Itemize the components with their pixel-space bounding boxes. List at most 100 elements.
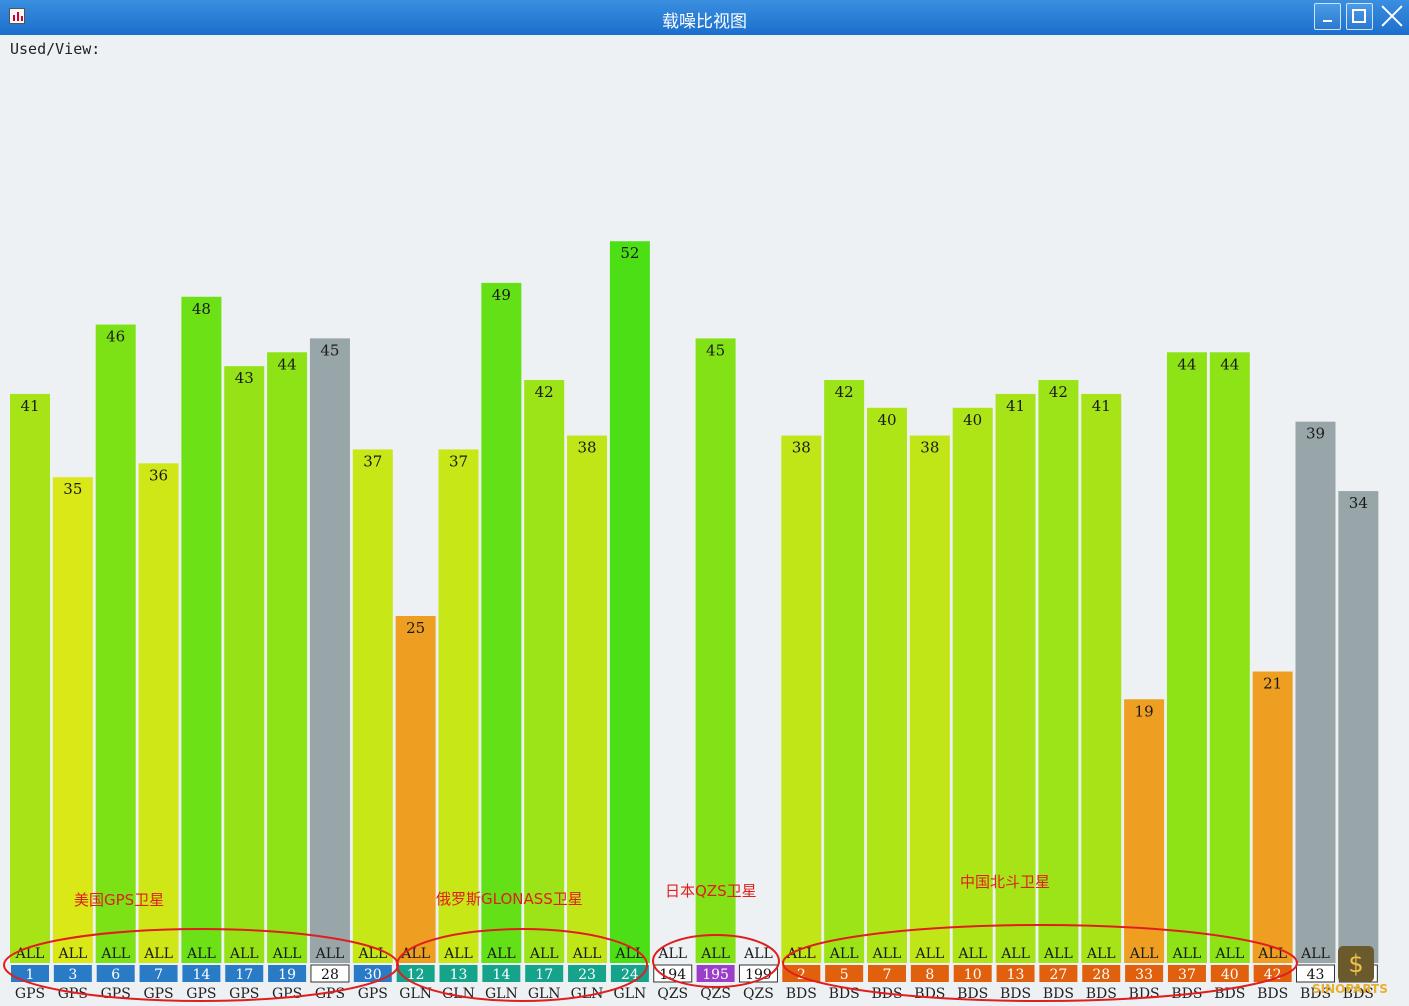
prn-box bbox=[910, 965, 949, 982]
prn-label: 24 bbox=[621, 967, 639, 983]
prn-box bbox=[568, 965, 607, 982]
system-label: BDS bbox=[1000, 986, 1031, 1002]
mode-label: ALL bbox=[57, 946, 87, 962]
system-label: BDS bbox=[786, 986, 817, 1002]
prn-label: 43 bbox=[1307, 967, 1325, 983]
bar-value-label: 38 bbox=[920, 439, 939, 457]
bar-value-label: 36 bbox=[149, 466, 168, 484]
signal-bar bbox=[567, 435, 608, 963]
mode-label: ALL bbox=[743, 946, 773, 962]
mode-label: ALL bbox=[1214, 946, 1244, 962]
signal-bar bbox=[395, 616, 436, 963]
prn-box bbox=[738, 964, 778, 983]
prn-box bbox=[53, 965, 92, 982]
signal-bar bbox=[138, 463, 179, 963]
mode-label: ALL bbox=[572, 946, 602, 962]
bar-value-label: 34 bbox=[1349, 494, 1368, 512]
mode-label: ALL bbox=[1257, 946, 1287, 962]
prn-box bbox=[225, 965, 264, 982]
prn-box bbox=[310, 964, 350, 983]
maximize-button[interactable] bbox=[1346, 3, 1373, 30]
signal-bar bbox=[867, 407, 907, 963]
signal-bar bbox=[181, 296, 222, 963]
system-label: GLN bbox=[528, 986, 561, 1002]
prn-label: 40 bbox=[1221, 967, 1239, 983]
prn-box bbox=[782, 965, 821, 982]
bar-value-label: 42 bbox=[535, 383, 554, 401]
mode-label: ALL bbox=[315, 946, 345, 962]
prn-box bbox=[353, 965, 392, 982]
bar-value-label: 44 bbox=[1220, 355, 1239, 373]
system-label: BDS bbox=[1257, 986, 1288, 1002]
chart-app-icon bbox=[9, 8, 25, 24]
constellation-annotation: 日本QZS卫星 bbox=[665, 882, 757, 900]
bar-value-label: 40 bbox=[963, 411, 982, 429]
prn-box bbox=[439, 965, 478, 982]
signal-bar bbox=[1081, 393, 1122, 963]
signal-bar bbox=[1252, 671, 1293, 963]
prn-box bbox=[653, 964, 693, 983]
signal-bar bbox=[952, 407, 993, 963]
prn-box bbox=[1082, 965, 1121, 982]
prn-box bbox=[182, 965, 221, 982]
watermark-logo: $ bbox=[1338, 946, 1374, 982]
close-button[interactable] bbox=[1378, 3, 1405, 30]
mode-label: ALL bbox=[443, 946, 473, 962]
prn-label: 33 bbox=[1135, 967, 1153, 983]
system-label: QZS bbox=[700, 986, 731, 1002]
prn-label: 13 bbox=[450, 967, 468, 983]
bar-value-label: 45 bbox=[320, 341, 339, 359]
title-bar: 载噪比视图 bbox=[0, 0, 1409, 35]
prn-box bbox=[953, 965, 992, 982]
signal-bar bbox=[438, 449, 479, 963]
constellation-annotation: 俄罗斯GLONASS卫星 bbox=[436, 890, 583, 908]
prn-label: 7 bbox=[883, 967, 892, 983]
system-label: GPS bbox=[58, 986, 88, 1002]
signal-bar bbox=[1209, 352, 1250, 963]
bar-value-label: 44 bbox=[1177, 355, 1196, 373]
mode-label: ALL bbox=[186, 946, 216, 962]
prn-label: 23 bbox=[578, 967, 596, 983]
bar-value-label: 37 bbox=[363, 452, 382, 470]
signal-bar bbox=[95, 324, 136, 963]
constellation-annotation: 中国北斗卫星 bbox=[960, 873, 1050, 891]
mode-label: ALL bbox=[700, 946, 730, 962]
system-label: BDS bbox=[1129, 986, 1160, 1002]
prn-box bbox=[696, 965, 735, 982]
prn-box bbox=[1296, 964, 1335, 983]
signal-bar bbox=[781, 435, 822, 963]
prn-label: 17 bbox=[535, 967, 553, 983]
system-label: BDS bbox=[957, 986, 988, 1002]
bar-value-label: 45 bbox=[706, 341, 725, 359]
prn-label: 195 bbox=[702, 967, 729, 983]
bar-value-label: 41 bbox=[1092, 397, 1111, 415]
system-label: QZS bbox=[657, 986, 688, 1002]
signal-bar bbox=[10, 393, 50, 963]
prn-label: 5 bbox=[840, 967, 849, 983]
bar-value-label: 52 bbox=[620, 244, 639, 262]
system-label: GPS bbox=[186, 986, 216, 1002]
prn-label: 6 bbox=[111, 967, 120, 983]
signal-bar bbox=[824, 380, 865, 963]
mode-label: ALL bbox=[100, 946, 130, 962]
bar-value-label: 21 bbox=[1263, 675, 1282, 693]
system-label: GPS bbox=[101, 986, 131, 1002]
mode-label: ALL bbox=[486, 946, 516, 962]
prn-label: 30 bbox=[364, 967, 382, 983]
mode-label: ALL bbox=[1000, 946, 1030, 962]
bar-value-label: 35 bbox=[63, 480, 82, 498]
prn-box bbox=[1210, 965, 1249, 982]
mode-label: ALL bbox=[829, 946, 859, 962]
prn-box bbox=[868, 965, 906, 982]
window-title: 载噪比视图 bbox=[662, 12, 747, 32]
signal-bar bbox=[481, 282, 522, 963]
prn-box bbox=[96, 965, 135, 982]
prn-label: 19 bbox=[278, 967, 296, 983]
mode-label: ALL bbox=[914, 946, 944, 962]
prn-label: 10 bbox=[964, 967, 982, 983]
bar-value-label: 37 bbox=[449, 452, 468, 470]
system-label: BDS bbox=[1300, 986, 1331, 1002]
prn-label: 1 bbox=[26, 967, 35, 983]
minimize-button[interactable] bbox=[1314, 3, 1341, 30]
annotation-ellipse bbox=[396, 928, 648, 1002]
